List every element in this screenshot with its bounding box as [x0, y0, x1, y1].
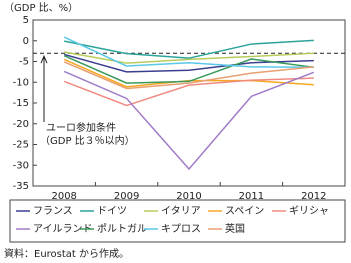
legend-label: ギリシャ	[289, 205, 329, 217]
y-tick-label: 5	[23, 15, 29, 26]
y-tick-label: -25	[13, 140, 29, 151]
legend-label: ポルトガル	[97, 223, 147, 235]
legend-frame	[9, 199, 346, 243]
annotation: （GDP 比３％以内）	[40, 134, 135, 147]
series-line	[63, 61, 314, 90]
annotation-bg	[38, 122, 130, 148]
annotation: ユーロ参加条件	[46, 121, 116, 134]
legend-label: フランス	[33, 205, 73, 217]
y-tick-label: -35	[13, 181, 29, 192]
chart-title: （GDP 比、%）	[4, 2, 78, 14]
y-tick-label: -30	[13, 160, 29, 171]
y-tick-label: -20	[13, 119, 29, 130]
legend-label: イタリア	[161, 205, 201, 217]
series-line	[63, 77, 314, 107]
series-line	[64, 51, 314, 64]
x-tick-label: 2008	[51, 191, 76, 202]
series-line	[63, 55, 314, 84]
annotation-arrowhead	[40, 54, 48, 64]
y-tick-label: -10	[13, 77, 29, 88]
series-line	[63, 36, 314, 69]
y-tick-label: 0	[23, 36, 29, 47]
series-line	[64, 39, 314, 59]
y-tick-label: -5	[19, 57, 29, 68]
series-line	[63, 70, 315, 171]
legend-label: 英国	[225, 222, 245, 235]
y-tick-label: -15	[13, 98, 29, 109]
x-tick-label: 2011	[239, 191, 264, 202]
legend-label: スペイン	[225, 206, 264, 217]
legend-label: ドイツ	[97, 206, 127, 217]
x-tick-label: 2010	[176, 191, 201, 202]
x-tick-label: 2012	[301, 191, 326, 202]
legend-label: キプロス	[161, 223, 201, 235]
legend-label: アイルランド	[33, 223, 93, 235]
x-tick-label: 2009	[114, 191, 139, 202]
series-line	[63, 58, 314, 88]
source: 資料：Eurostat から作成。	[4, 247, 129, 260]
